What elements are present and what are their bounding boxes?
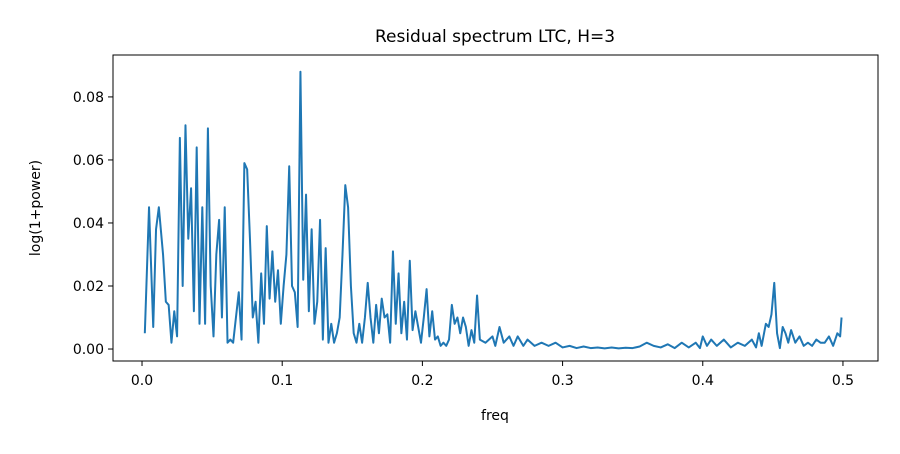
plot-frame	[112, 54, 879, 362]
x-axis-label: freq	[481, 408, 509, 424]
y-tick-label: 0.08	[73, 90, 104, 106]
y-tick-label: 0.02	[73, 279, 104, 295]
x-tick-label: 0.1	[271, 373, 293, 389]
chart-title: Residual spectrum LTC, H=3	[375, 27, 615, 47]
x-tick-label: 0.0	[131, 373, 153, 389]
y-axis-label: log(1+power)	[28, 160, 44, 256]
line	[143, 70, 843, 350]
y-tick-label: 0.06	[73, 153, 104, 169]
x-tick-label: 0.3	[551, 373, 573, 389]
x-tick-label: 0.5	[832, 373, 854, 389]
y-tick-label: 0.04	[73, 216, 104, 232]
x-tick-label: 0.2	[411, 373, 433, 389]
x-tick-label: 0.4	[692, 373, 714, 389]
y-tick-label: 0.00	[73, 342, 104, 358]
